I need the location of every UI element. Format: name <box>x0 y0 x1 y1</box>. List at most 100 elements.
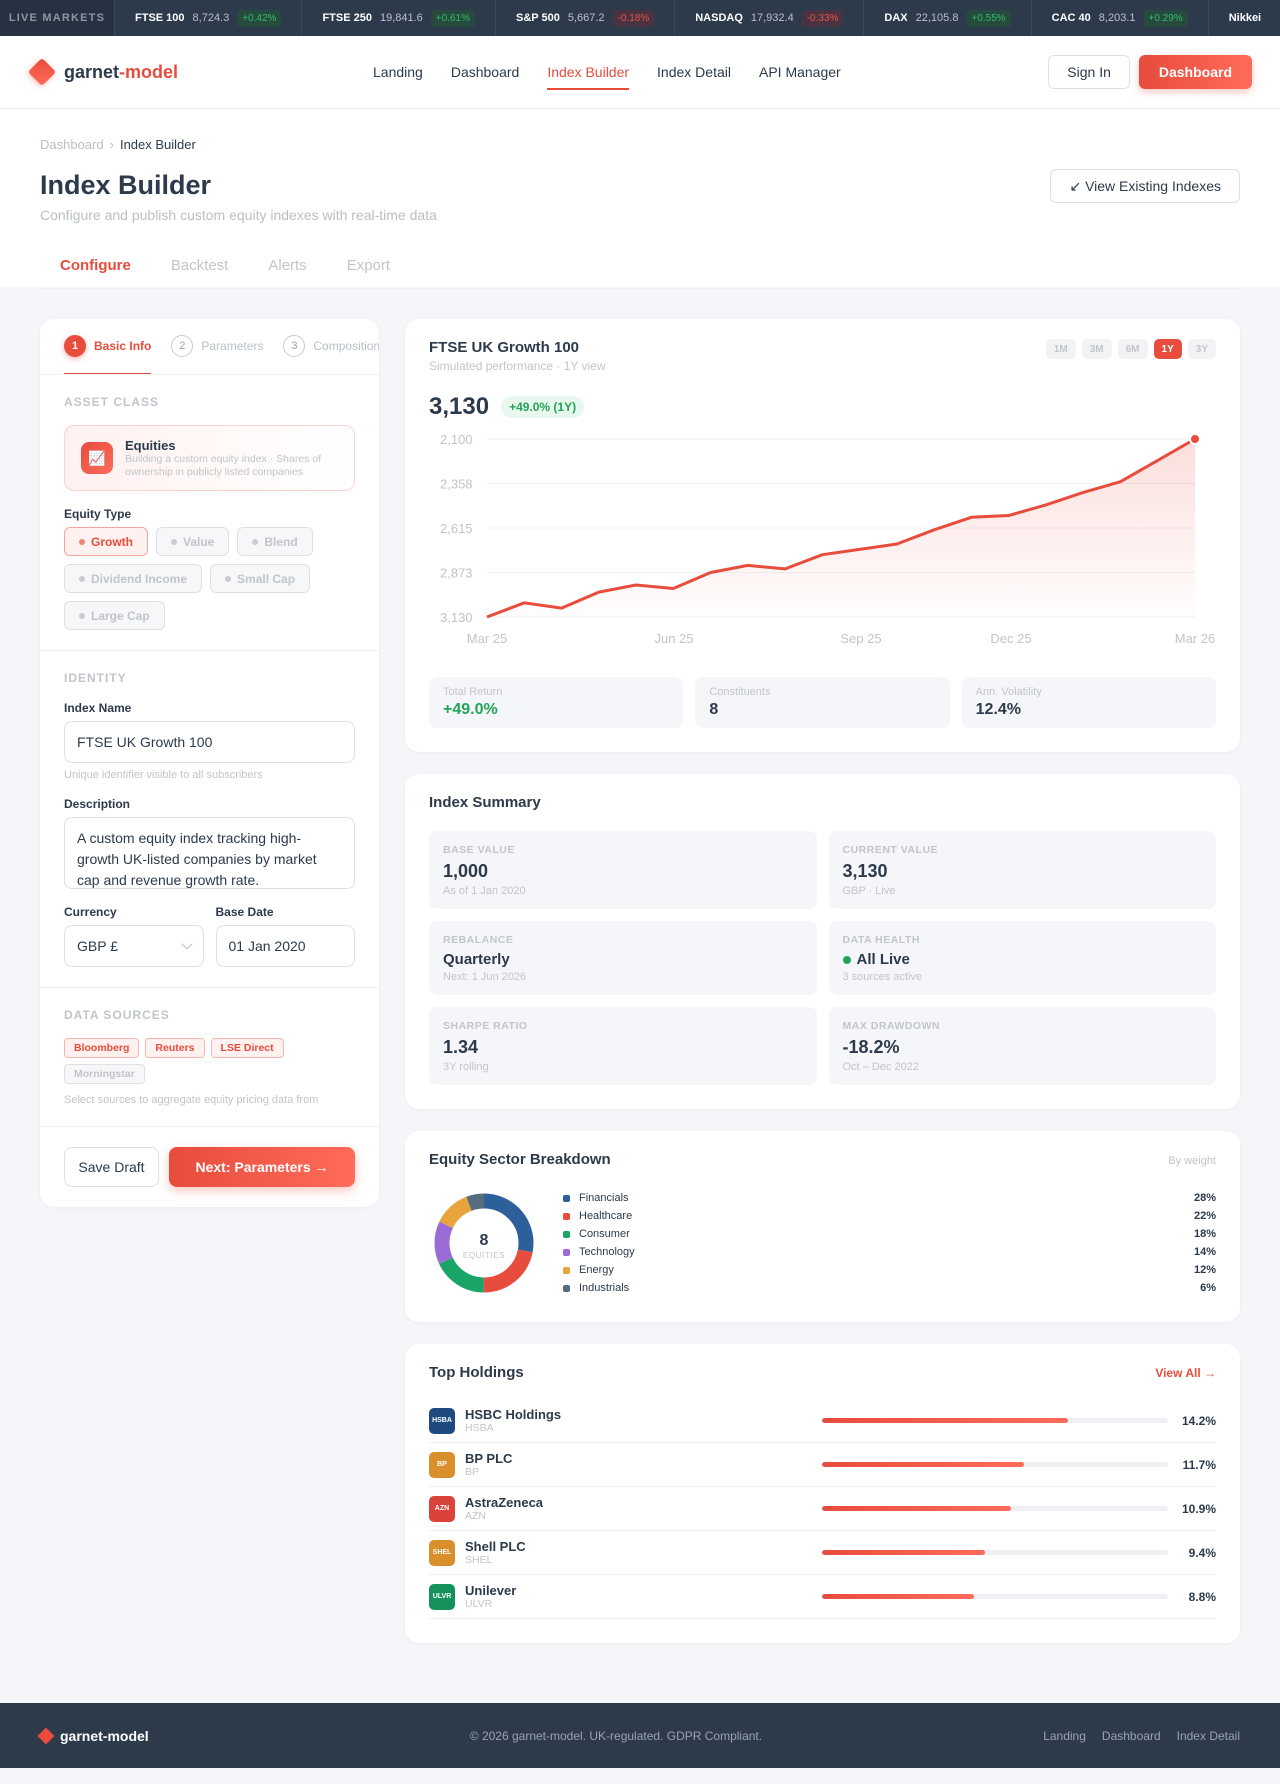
summary-value: 1.34 <box>443 1037 479 1057</box>
ticker-item[interactable]: CAC 40 8,203.1 +0.29% <box>1030 0 1208 36</box>
ticker-item[interactable]: Nikkei <box>1207 0 1280 36</box>
dot-icon <box>252 538 259 545</box>
range-6m[interactable]: 6M <box>1117 339 1148 359</box>
holding-row[interactable]: ULVR Unilever ULVR 8.8% <box>429 1575 1216 1619</box>
brand-name-part1: garnet <box>64 61 120 82</box>
ticker-name: Nikkei <box>1228 12 1262 24</box>
footer-link-index-detail[interactable]: Index Detail <box>1176 1728 1240 1743</box>
footer-link-dashboard[interactable]: Dashboard <box>1101 1728 1161 1743</box>
footer-brand[interactable]: garnet-model <box>37 1727 149 1744</box>
footer-link-landing[interactable]: Landing <box>1043 1728 1086 1743</box>
brand-logo[interactable]: garnet-model <box>27 57 178 87</box>
svg-text:8: 8 <box>480 1232 489 1249</box>
asset-class-card-equities[interactable]: 📈 Equities Building a custom equity inde… <box>64 425 355 492</box>
base-date-input[interactable] <box>215 925 355 968</box>
ticker-price: 8,203.1 <box>1098 12 1136 24</box>
view-all-holdings-link[interactable]: View All → <box>1155 1366 1216 1380</box>
step-number: 2 <box>171 335 194 357</box>
data-source-lse-direct[interactable]: LSE Direct <box>210 1038 284 1059</box>
equity-type-blend[interactable]: Blend <box>237 527 313 557</box>
data-source-reuters[interactable]: Reuters <box>145 1038 205 1059</box>
equity-type-large-cap[interactable]: Large Cap <box>64 601 165 631</box>
weight-bar <box>822 1462 1168 1467</box>
tab-backtest[interactable]: Backtest <box>170 257 229 274</box>
description-textarea[interactable]: A custom equity index tracking high-grow… <box>64 817 355 890</box>
tab-alerts[interactable]: Alerts <box>268 257 307 274</box>
data-source-morningstar[interactable]: Morningstar <box>64 1064 145 1085</box>
svg-text:3,130: 3,130 <box>440 610 473 625</box>
nav-link-index-builder[interactable]: Index Builder <box>547 58 629 90</box>
view-existing-indexes-button[interactable]: ↙ View Existing Indexes <box>1050 169 1240 203</box>
ticker-logo-icon: AZN <box>429 1495 455 1522</box>
range-1y[interactable]: 1Y <box>1153 339 1182 359</box>
ticker-item[interactable]: S&P 500 5,667.2 -0.18% <box>495 0 674 36</box>
tab-export[interactable]: Export <box>346 257 391 274</box>
wizard-step-basic-info[interactable]: 1 Basic Info <box>64 335 152 374</box>
currency-select[interactable]: GBP £ <box>64 925 204 968</box>
data-sources-hint: Select sources to aggregate equity prici… <box>64 1094 319 1107</box>
range-1m[interactable]: 1M <box>1045 339 1076 359</box>
holding-ticker: SHEL <box>465 1554 493 1566</box>
index-name-input[interactable] <box>64 721 355 764</box>
ticker-item[interactable]: NASDAQ 17,932.4 -0.33% <box>674 0 863 36</box>
data-source-bloomberg[interactable]: Bloomberg <box>64 1038 140 1059</box>
save-draft-button[interactable]: Save Draft <box>64 1147 159 1188</box>
holding-row[interactable]: BP BP PLC BP 11.7% <box>429 1443 1216 1487</box>
nav-links: Landing Dashboard Index Builder Index Detai… <box>373 58 841 90</box>
summary-value-row: 1,000 <box>443 861 803 882</box>
section-title: IDENTITY <box>64 671 127 686</box>
chip-label: Dividend Income <box>91 571 188 586</box>
data-sources-section: DATA SOURCES Bloomberg Reuters LSE Direct M… <box>40 988 379 1128</box>
holding-row[interactable]: AZN AstraZeneca AZN 10.9% <box>429 1487 1216 1531</box>
equity-type-growth[interactable]: Growth <box>64 527 148 557</box>
nav-link-landing[interactable]: Landing <box>373 64 423 80</box>
legend-swatch-icon <box>563 1248 570 1256</box>
legend-swatch-icon <box>563 1194 570 1202</box>
chip-label: Growth <box>91 534 133 549</box>
equity-type-dividend-income[interactable]: Dividend Income <box>64 564 203 594</box>
holding-row[interactable]: SHEL Shell PLC SHEL 9.4% <box>429 1531 1216 1575</box>
ticker-item[interactable]: DAX 22,105.8 +0.55% <box>863 0 1030 36</box>
range-3y[interactable]: 3Y <box>1187 339 1216 359</box>
legend-item-industrials: Industrials 6% <box>563 1281 1216 1295</box>
nav-link-api-manager[interactable]: API Manager <box>758 64 841 80</box>
page-title: Index Builder <box>40 170 212 200</box>
ticker-name: FTSE 100 <box>135 12 185 24</box>
ticker-logo-icon: SHEL <box>429 1539 455 1566</box>
equity-type-label: Equity Type <box>64 507 132 522</box>
ticker-name: CAC 40 <box>1051 12 1091 24</box>
wizard-step-composition[interactable]: 3 Composition <box>283 335 379 374</box>
dashboard-cta-button[interactable]: Dashboard <box>1138 55 1252 89</box>
legend-swatch-icon <box>563 1266 570 1274</box>
svg-text:2,615: 2,615 <box>440 521 473 536</box>
equity-type-value[interactable]: Value <box>156 527 230 557</box>
sign-in-button[interactable]: Sign In <box>1048 55 1130 89</box>
ticker-item[interactable]: FTSE 100 8,724.3 +0.42% <box>114 0 301 36</box>
holding-weight: 14.2% <box>1181 1413 1216 1428</box>
summary-value: 1,000 <box>443 861 489 881</box>
summary-value-row: -18.2% <box>843 1037 1203 1058</box>
holding-row[interactable]: HSBA HSBC Holdings HSBA 14.2% <box>429 1399 1216 1443</box>
next-parameters-button[interactable]: Next: Parameters → <box>169 1147 355 1188</box>
ticker-item[interactable]: FTSE 250 19,841.6 +0.61% <box>301 0 495 36</box>
legend-pct: 22% <box>1193 1210 1216 1222</box>
svg-text:Jun 25: Jun 25 <box>654 631 693 646</box>
summary-sub: 3 sources active <box>842 971 922 983</box>
status-dot-icon <box>842 955 851 964</box>
nav-link-dashboard[interactable]: Dashboard <box>450 64 520 80</box>
breadcrumb-current: Index Builder <box>119 137 196 152</box>
equity-type-small-cap[interactable]: Small Cap <box>210 564 311 594</box>
range-3m[interactable]: 3M <box>1081 339 1112 359</box>
stat-constituents: Constituents 8 <box>695 677 950 728</box>
tab-configure[interactable]: Configure <box>60 257 131 274</box>
breadcrumb-dashboard[interactable]: Dashboard <box>40 137 104 152</box>
nav-link-index-detail[interactable]: Index Detail <box>657 64 731 80</box>
performance-line-chart: 2,100 2,358 2,615 2,873 3,130 Mar 25 Jun 25 Sep… <box>440 432 1215 646</box>
footer: garnet-model © 2026 garnet-model. UK-reg… <box>0 1703 1280 1768</box>
legend-item-technology: Technology 14% <box>563 1245 1216 1259</box>
svg-text:2,358: 2,358 <box>440 477 473 492</box>
page-subtitle: Configure and publish custom equity inde… <box>40 207 437 223</box>
wizard-step-parameters[interactable]: 2 Parameters <box>171 335 263 374</box>
description-label: Description <box>64 797 131 812</box>
ticker-change: +0.61% <box>430 9 475 27</box>
